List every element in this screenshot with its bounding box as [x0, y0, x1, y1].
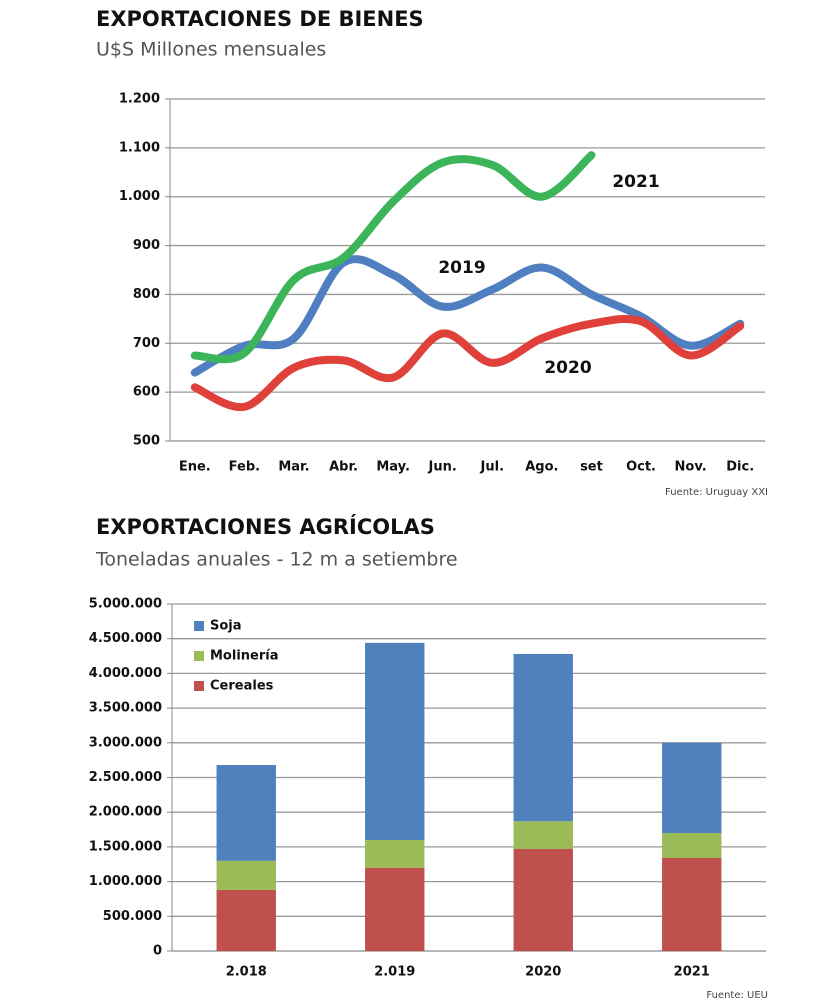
- bar-segment: [662, 858, 722, 951]
- bar-segment: [216, 765, 276, 861]
- line-series: [190, 314, 745, 412]
- x-tick-label: Oct.: [626, 460, 656, 475]
- y-tick-label: 500.000: [103, 909, 162, 924]
- y-tick-label: 900: [133, 238, 160, 253]
- line-series: [190, 255, 745, 377]
- y-tick-label: 2.500.000: [89, 770, 162, 785]
- y-tick-label: 1.100: [119, 140, 160, 155]
- bar-segment: [216, 860, 276, 890]
- x-tick-label: Nov.: [675, 460, 707, 475]
- y-tick-label: 4.500.000: [89, 631, 162, 646]
- x-tick-label: 2021: [674, 965, 710, 980]
- chart-title: EXPORTACIONES DE BIENES: [96, 7, 424, 31]
- x-tick-label: Ene.: [179, 460, 211, 475]
- source: Fuente: Uruguay XXI: [665, 487, 768, 498]
- series-label: 2021: [612, 172, 659, 192]
- x-tick-label: Feb.: [229, 460, 260, 475]
- line-series: [190, 151, 596, 364]
- y-tick-label: 600: [133, 385, 160, 400]
- x-tick-label: Abr.: [329, 460, 358, 475]
- chart-subtitle: Toneladas anuales - 12 m a setiembre: [95, 549, 458, 571]
- source: Fuente: UEU: [706, 990, 768, 1001]
- series-label: 2020: [544, 358, 591, 378]
- y-tick-label: 700: [133, 336, 160, 351]
- legend-swatch: [194, 681, 204, 691]
- legend-swatch: [194, 621, 204, 631]
- y-tick-label: 1.000.000: [89, 874, 162, 889]
- y-tick-label: 4.000.000: [89, 666, 162, 681]
- legend-label: Soja: [210, 619, 242, 634]
- bar-segment: [216, 889, 276, 951]
- bar-segment: [513, 848, 573, 951]
- x-tick-label: Jun.: [428, 460, 457, 475]
- bar-segment: [513, 653, 573, 822]
- y-tick-label: 500: [133, 434, 160, 449]
- bar-segment: [513, 821, 573, 849]
- series-label: 2019: [438, 258, 485, 278]
- chart-title: EXPORTACIONES AGRÍCOLAS: [96, 514, 435, 539]
- legend-swatch: [194, 651, 204, 661]
- bar-segment: [662, 833, 722, 859]
- y-tick-label: 1.500.000: [89, 839, 162, 854]
- bar-segment: [365, 839, 425, 868]
- bar-segment: [365, 867, 425, 951]
- y-tick-label: 1.000: [119, 189, 160, 204]
- legend-label: Molinería: [210, 649, 279, 664]
- x-tick-label: 2020: [525, 965, 561, 980]
- bar-segment: [365, 642, 425, 840]
- legend-label: Cereales: [210, 679, 274, 694]
- x-tick-label: May.: [376, 460, 410, 475]
- x-tick-label: set: [580, 460, 603, 475]
- x-tick-label: Ago.: [525, 460, 558, 475]
- y-tick-label: 3.500.000: [89, 701, 162, 716]
- y-tick-label: 0: [153, 944, 162, 959]
- chart-subtitle: U$S Millones mensuales: [96, 39, 326, 61]
- y-tick-label: 1.200: [119, 92, 160, 107]
- x-tick-label: 2.018: [226, 965, 267, 980]
- x-tick-label: 2.019: [374, 965, 415, 980]
- y-tick-label: 3.000.000: [89, 735, 162, 750]
- x-tick-label: Mar.: [278, 460, 309, 475]
- bar-segment: [662, 742, 722, 834]
- x-tick-label: Dic.: [726, 460, 754, 475]
- y-tick-label: 5.000.000: [89, 597, 162, 612]
- y-tick-label: 2.000.000: [89, 805, 162, 820]
- y-tick-label: 800: [133, 287, 160, 302]
- x-tick-label: Jul.: [480, 460, 505, 475]
